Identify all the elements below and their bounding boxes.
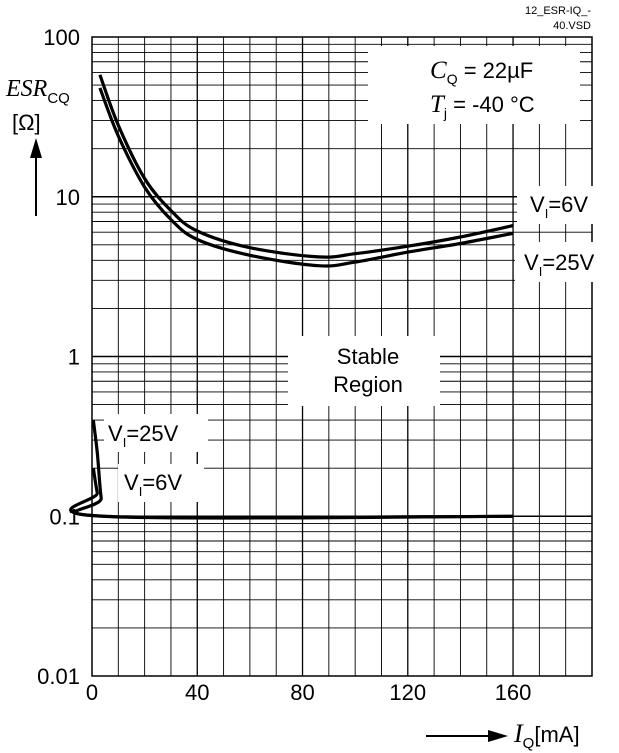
label-vi6-lower: VI=6V (118, 464, 204, 502)
condition-tj-sub: j (443, 105, 447, 121)
curve-vi25-upper (98, 87, 514, 268)
y-label-unit: [Ω] (12, 110, 41, 135)
x-axis-arrowhead (488, 730, 508, 742)
svg-text:IQ[mA]: IQ[mA] (513, 719, 580, 752)
x-label-unit: [mA] (534, 722, 579, 747)
condition-cq-var: C (430, 57, 447, 84)
x-tick-label: 40 (185, 680, 209, 705)
y-tick-label: 0.01 (37, 664, 80, 689)
conditions-box: CQ = 22µF Tj = -40 °C (368, 46, 580, 124)
condition-cq-value: = 22µF (458, 58, 534, 83)
x-label-main: I (513, 719, 524, 748)
svg-text:Tj = -40 °C: Tj = -40 °C (430, 91, 535, 121)
label-vi6-upper: VI=6V (517, 186, 607, 224)
condition-tj-value: = -40 °C (447, 92, 535, 117)
y-axis-label: ESRCQ [Ω] (0, 74, 80, 216)
y-tick-label: 0.1 (49, 504, 80, 529)
x-tick-label: 120 (389, 680, 426, 705)
y-tick-label: 10 (56, 185, 80, 210)
y-tick-label: 100 (43, 25, 80, 50)
label-vi25-lower: VI=25V (104, 414, 208, 452)
curves (69, 74, 514, 520)
x-tick-label: 160 (495, 680, 532, 705)
label-vi25-upper: VI=25V (515, 242, 615, 282)
y-label-sub: CQ (47, 90, 70, 107)
y-tick-label: 1 (68, 345, 80, 370)
curve-vi6-upper (98, 74, 514, 259)
y-label-main: ESR (5, 76, 48, 102)
curve-vi6-lower (69, 467, 514, 520)
x-tick-label: 80 (290, 680, 314, 705)
x-label-sub: Q (523, 735, 535, 752)
svg-text:VI=6V: VI=6V (124, 470, 182, 499)
grid (91, 36, 593, 677)
svg-text:ESRCQ: ESRCQ (5, 76, 70, 107)
file-tag-line2: 40.VSD (553, 20, 591, 32)
stable-region-label: Stable Region (288, 336, 440, 406)
stable-region-line2: Region (333, 372, 403, 397)
x-tick-label: 0 (86, 680, 98, 705)
svg-text:VI=25V: VI=25V (524, 250, 595, 279)
x-axis-label: IQ[mA] (426, 719, 580, 752)
svg-text:VI=6V: VI=6V (530, 192, 588, 221)
stable-region-line1: Stable (337, 344, 399, 369)
condition-tj-var: T (430, 91, 446, 118)
condition-cq-sub: Q (447, 71, 458, 87)
svg-text:CQ = 22µF: CQ = 22µF (430, 57, 533, 87)
tick-labels: 0 40 80 120 160 100 10 1 0.1 0.01 (37, 25, 531, 705)
svg-text:VI=25V: VI=25V (108, 421, 179, 450)
y-axis-arrowhead (30, 138, 42, 158)
file-tag-line1: 12_ESR-IQ_- (525, 5, 591, 17)
